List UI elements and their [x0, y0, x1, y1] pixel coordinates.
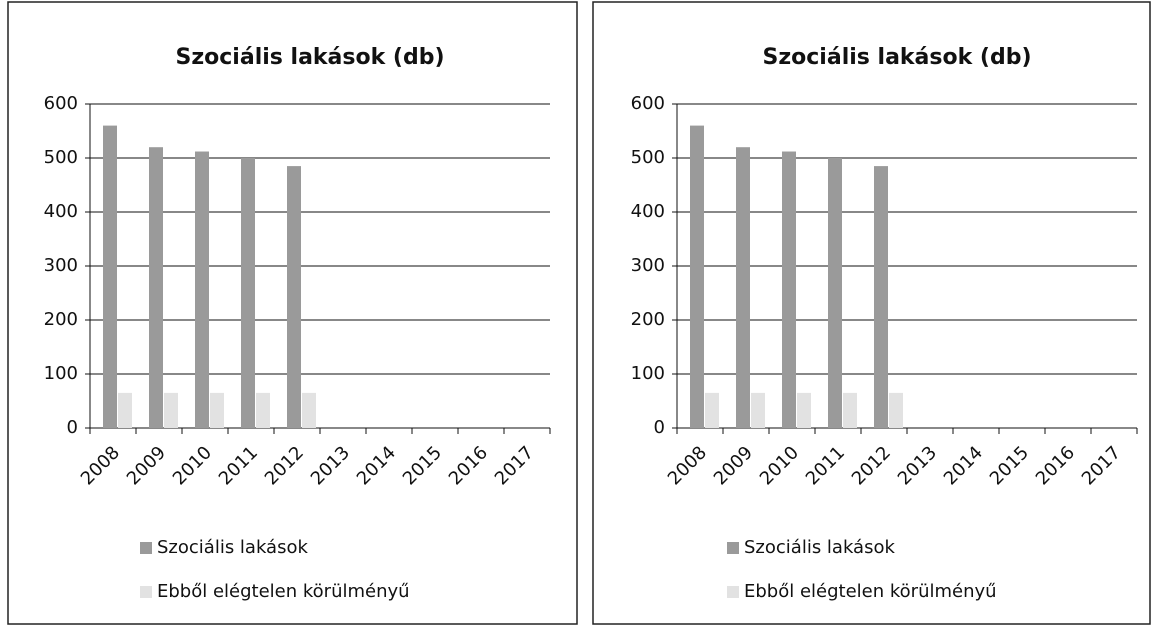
x-tick-label: 2010: [756, 442, 803, 489]
bar: [195, 151, 209, 428]
bar: [164, 392, 178, 428]
bar: [874, 166, 888, 428]
bar: [751, 392, 765, 428]
legend-label: Szociális lakások: [744, 537, 895, 558]
x-tick-label: 2009: [123, 442, 170, 489]
x-tick-label: 2014: [940, 442, 987, 489]
legend-swatch: [727, 542, 739, 554]
bar: [149, 147, 163, 428]
y-tick-label: 100: [631, 363, 665, 384]
bar: [210, 392, 224, 428]
y-tick-label: 300: [44, 255, 78, 276]
y-tick-label: 400: [631, 201, 665, 222]
y-tick-label: 0: [67, 417, 78, 438]
x-tick-label: 2011: [802, 442, 849, 489]
y-tick-label: 200: [631, 309, 665, 330]
bar: [103, 125, 117, 428]
bar: [843, 392, 857, 428]
x-tick-label: 2015: [399, 442, 446, 489]
y-tick-label: 200: [44, 309, 78, 330]
bar: [736, 147, 750, 428]
x-tick-label: 2008: [77, 442, 124, 489]
x-tick-label: 2010: [169, 442, 216, 489]
bar: [889, 392, 903, 428]
legend-label: Ebből elégtelen körülményű: [744, 581, 997, 602]
x-tick-label: 2011: [215, 442, 262, 489]
y-tick-label: 300: [631, 255, 665, 276]
y-tick-label: 100: [44, 363, 78, 384]
bar: [828, 158, 842, 428]
x-tick-label: 2012: [261, 442, 308, 489]
legend-swatch: [140, 542, 152, 554]
x-tick-label: 2017: [1078, 442, 1125, 489]
x-tick-label: 2017: [491, 442, 538, 489]
legend-swatch: [140, 586, 152, 598]
x-tick-label: 2009: [710, 442, 757, 489]
x-tick-label: 2008: [664, 442, 711, 489]
x-tick-label: 2013: [307, 442, 354, 489]
panel-border: [592, 1, 1151, 625]
bar: [302, 392, 316, 428]
x-tick-label: 2016: [445, 442, 492, 489]
bar: [241, 158, 255, 428]
x-tick-label: 2013: [894, 442, 941, 489]
y-tick-label: 600: [631, 93, 665, 114]
y-tick-label: 500: [631, 147, 665, 168]
bar: [118, 392, 132, 428]
chart-title: Szociális lakások (db): [763, 45, 1032, 70]
y-tick-label: 600: [44, 93, 78, 114]
x-tick-label: 2015: [986, 442, 1033, 489]
x-tick-label: 2016: [1032, 442, 1079, 489]
chart-title: Szociális lakások (db): [176, 45, 445, 70]
y-tick-label: 500: [44, 147, 78, 168]
bar: [690, 125, 704, 428]
bar: [797, 392, 811, 428]
bar: [782, 151, 796, 428]
panel-border: [7, 1, 578, 625]
legend-label: Szociális lakások: [157, 537, 308, 558]
y-tick-label: 0: [654, 417, 665, 438]
x-tick-label: 2012: [848, 442, 895, 489]
bar: [256, 392, 270, 428]
bar: [705, 392, 719, 428]
y-tick-label: 400: [44, 201, 78, 222]
legend-label: Ebből elégtelen körülményű: [157, 581, 410, 602]
bar: [287, 166, 301, 428]
legend-swatch: [727, 586, 739, 598]
x-tick-label: 2014: [353, 442, 400, 489]
